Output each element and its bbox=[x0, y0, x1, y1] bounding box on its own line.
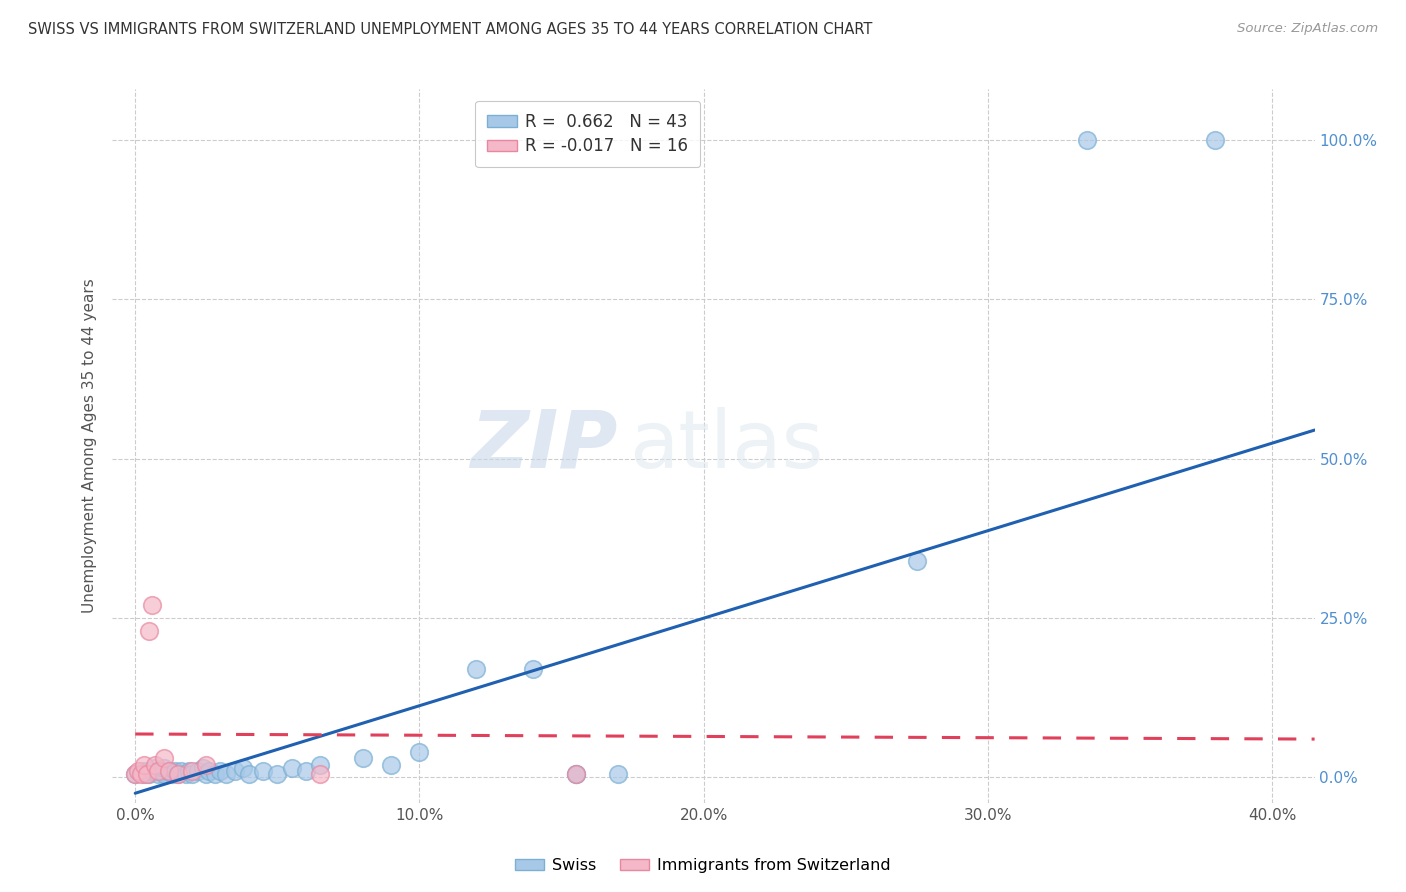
Point bbox=[187, 764, 209, 778]
Point bbox=[138, 624, 160, 638]
Point bbox=[132, 767, 155, 781]
Text: ZIP: ZIP bbox=[470, 407, 617, 485]
Point bbox=[380, 757, 402, 772]
Point bbox=[232, 761, 254, 775]
Point bbox=[127, 764, 149, 778]
Point bbox=[564, 767, 586, 781]
Point bbox=[132, 757, 155, 772]
Point bbox=[224, 764, 246, 778]
Point bbox=[157, 764, 180, 778]
Text: atlas: atlas bbox=[630, 407, 824, 485]
Point bbox=[198, 764, 221, 778]
Point bbox=[160, 767, 183, 781]
Point bbox=[141, 599, 163, 613]
Point bbox=[1076, 133, 1098, 147]
Legend: R =  0.662   N = 43, R = -0.017   N = 16: R = 0.662 N = 43, R = -0.017 N = 16 bbox=[475, 101, 700, 167]
Point bbox=[352, 751, 374, 765]
Point bbox=[124, 767, 146, 781]
Point bbox=[564, 767, 586, 781]
Point bbox=[124, 767, 146, 781]
Point bbox=[146, 764, 169, 778]
Legend: Swiss, Immigrants from Switzerland: Swiss, Immigrants from Switzerland bbox=[509, 852, 897, 880]
Point bbox=[209, 764, 232, 778]
Point bbox=[193, 761, 215, 775]
Point bbox=[152, 751, 174, 765]
Point bbox=[176, 767, 198, 781]
Point bbox=[166, 767, 188, 781]
Point bbox=[195, 757, 218, 772]
Point bbox=[149, 764, 172, 778]
Point bbox=[280, 761, 302, 775]
Point bbox=[1204, 133, 1226, 147]
Point bbox=[905, 554, 928, 568]
Point bbox=[181, 764, 204, 778]
Point bbox=[129, 764, 152, 778]
Point bbox=[143, 761, 166, 775]
Point bbox=[408, 745, 430, 759]
Point bbox=[522, 662, 544, 676]
Point bbox=[179, 764, 201, 778]
Point bbox=[309, 757, 332, 772]
Point bbox=[238, 767, 260, 781]
Point bbox=[166, 767, 188, 781]
Point bbox=[204, 767, 226, 781]
Point bbox=[465, 662, 488, 676]
Point bbox=[129, 767, 152, 781]
Point bbox=[135, 764, 157, 778]
Y-axis label: Unemployment Among Ages 35 to 44 years: Unemployment Among Ages 35 to 44 years bbox=[82, 278, 97, 614]
Point bbox=[143, 757, 166, 772]
Point bbox=[152, 761, 174, 775]
Point bbox=[146, 767, 169, 781]
Point bbox=[266, 767, 288, 781]
Point bbox=[564, 767, 586, 781]
Point bbox=[215, 767, 238, 781]
Point bbox=[157, 764, 180, 778]
Point bbox=[135, 767, 157, 781]
Point bbox=[152, 767, 174, 781]
Point bbox=[252, 764, 274, 778]
Point bbox=[138, 767, 160, 781]
Point bbox=[163, 764, 186, 778]
Point bbox=[141, 764, 163, 778]
Point bbox=[294, 764, 316, 778]
Point bbox=[607, 767, 630, 781]
Text: SWISS VS IMMIGRANTS FROM SWITZERLAND UNEMPLOYMENT AMONG AGES 35 TO 44 YEARS CORR: SWISS VS IMMIGRANTS FROM SWITZERLAND UNE… bbox=[28, 22, 873, 37]
Point bbox=[309, 767, 332, 781]
Point bbox=[195, 767, 218, 781]
Point bbox=[170, 764, 193, 778]
Text: Source: ZipAtlas.com: Source: ZipAtlas.com bbox=[1237, 22, 1378, 36]
Point bbox=[181, 767, 204, 781]
